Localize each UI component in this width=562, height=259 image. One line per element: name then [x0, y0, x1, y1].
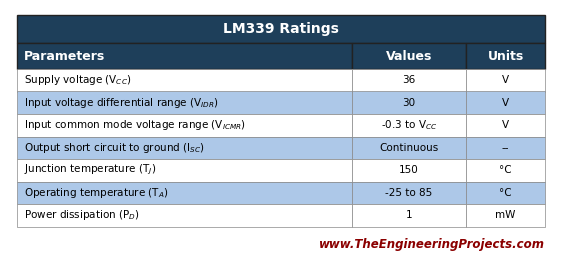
Bar	[352, 182, 466, 204]
Text: Operating temperature (T$_{A}$): Operating temperature (T$_{A}$)	[24, 186, 169, 200]
Bar	[466, 114, 545, 136]
Text: Input common mode voltage range (V$_{ICMR}$): Input common mode voltage range (V$_{ICM…	[24, 118, 246, 132]
Text: V: V	[502, 98, 509, 108]
Bar	[466, 69, 545, 91]
Bar	[352, 204, 466, 227]
Bar	[17, 69, 352, 91]
Bar	[352, 91, 466, 114]
Text: mW: mW	[495, 210, 516, 220]
Text: 36: 36	[402, 75, 416, 85]
Text: Units: Units	[487, 49, 524, 62]
Text: V: V	[502, 120, 509, 130]
Bar	[466, 136, 545, 159]
Bar	[17, 159, 352, 182]
Text: °C: °C	[499, 188, 512, 198]
Text: V: V	[502, 75, 509, 85]
Bar	[17, 43, 352, 69]
Text: Values: Values	[386, 49, 432, 62]
Bar	[466, 91, 545, 114]
Text: 150: 150	[399, 165, 419, 175]
Bar	[17, 136, 352, 159]
Text: -0.3 to V$_{CC}$: -0.3 to V$_{CC}$	[381, 118, 437, 132]
Text: www.TheEngineeringProjects.com: www.TheEngineeringProjects.com	[319, 238, 545, 251]
Text: Power dissipation (P$_{D}$): Power dissipation (P$_{D}$)	[24, 208, 139, 222]
Text: --: --	[502, 143, 509, 153]
Bar	[352, 114, 466, 136]
Bar	[17, 91, 352, 114]
Bar	[352, 69, 466, 91]
Bar	[352, 43, 466, 69]
Text: Parameters: Parameters	[24, 49, 105, 62]
Bar	[466, 159, 545, 182]
Bar	[352, 159, 466, 182]
Bar	[466, 204, 545, 227]
Bar	[466, 43, 545, 69]
Text: Supply voltage (V$_{CC}$): Supply voltage (V$_{CC}$)	[24, 73, 131, 87]
Text: Output short circuit to ground (I$_{SC}$): Output short circuit to ground (I$_{SC}$…	[24, 141, 205, 155]
Text: °C: °C	[499, 165, 512, 175]
Bar	[352, 136, 466, 159]
Bar	[466, 182, 545, 204]
Text: Continuous: Continuous	[379, 143, 439, 153]
Text: 1: 1	[406, 210, 413, 220]
Bar	[17, 204, 352, 227]
Bar	[17, 182, 352, 204]
Text: -25 to 85: -25 to 85	[386, 188, 433, 198]
Bar	[17, 15, 545, 43]
Text: LM339 Ratings: LM339 Ratings	[223, 22, 339, 36]
Text: Junction temperature (T$_{J}$): Junction temperature (T$_{J}$)	[24, 163, 156, 177]
Text: Input voltage differential range (V$_{IDR}$): Input voltage differential range (V$_{ID…	[24, 96, 219, 110]
Bar	[17, 114, 352, 136]
Text: 30: 30	[402, 98, 416, 108]
